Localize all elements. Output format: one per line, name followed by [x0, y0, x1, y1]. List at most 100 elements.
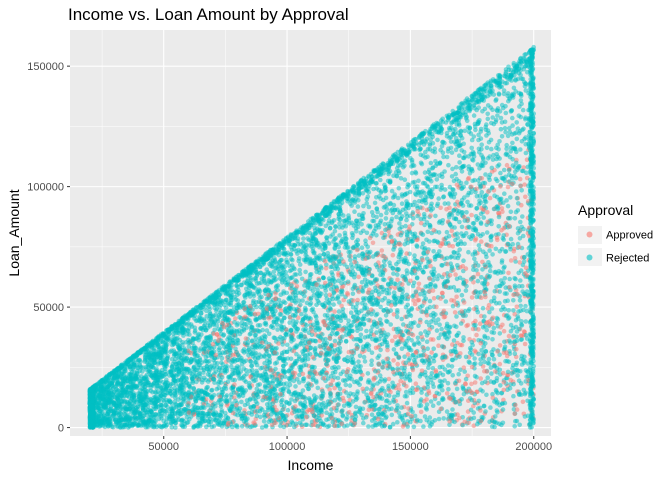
point-rejected [402, 163, 407, 169]
point-rejected [487, 248, 492, 253]
point-rejected [336, 381, 342, 387]
point-rejected [384, 210, 389, 216]
point-rejected [410, 409, 415, 415]
point-approved [438, 205, 443, 211]
point-rejected [347, 383, 353, 388]
point-rejected [415, 213, 420, 219]
point-rejected [350, 235, 355, 241]
point-rejected [359, 280, 365, 285]
point-rejected [285, 342, 290, 348]
point-rejected [510, 241, 515, 247]
point-rejected [259, 294, 264, 300]
point-rejected [428, 160, 434, 166]
point-rejected [321, 251, 327, 257]
point-rejected [463, 288, 469, 293]
point-rejected [499, 134, 505, 139]
point-approved [485, 210, 490, 215]
point-rejected [423, 155, 428, 160]
point-rejected [223, 297, 229, 303]
point-rejected [297, 267, 303, 273]
point-rejected [344, 390, 349, 395]
point-rejected [478, 211, 484, 217]
point-approved [515, 292, 520, 297]
point-rejected [426, 365, 431, 371]
point-rejected [333, 224, 338, 229]
point-approved [466, 420, 471, 426]
point-rejected [462, 241, 467, 247]
point-rejected [247, 380, 252, 386]
point-rejected [369, 358, 375, 364]
point-rejected [436, 401, 442, 406]
point-rejected [518, 114, 524, 120]
point-rejected [180, 340, 185, 345]
point-rejected [380, 277, 386, 282]
point-rejected [421, 424, 426, 429]
point-rejected [236, 287, 241, 293]
point-rejected [471, 113, 477, 118]
point-approved [395, 361, 401, 367]
point-rejected [457, 153, 462, 158]
point-rejected [347, 257, 353, 263]
point-rejected [341, 213, 346, 218]
point-approved [517, 260, 522, 265]
point-rejected [453, 237, 458, 243]
point-rejected [523, 88, 529, 93]
point-rejected [289, 419, 295, 424]
point-rejected [464, 210, 469, 215]
point-rejected [441, 154, 446, 160]
point-rejected [513, 78, 518, 83]
point-approved [413, 350, 419, 355]
point-approved [469, 295, 475, 300]
point-rejected [321, 275, 326, 281]
point-rejected [415, 335, 421, 341]
point-rejected [449, 266, 455, 271]
point-approved [508, 377, 513, 383]
point-approved [393, 334, 398, 340]
point-rejected [468, 190, 474, 195]
point-rejected [324, 262, 329, 268]
point-approved [514, 407, 520, 412]
point-rejected [508, 236, 514, 242]
point-rejected [435, 317, 441, 322]
point-rejected [454, 324, 459, 330]
point-rejected [365, 279, 371, 284]
point-rejected [440, 344, 445, 349]
point-rejected [439, 326, 444, 332]
point-rejected [326, 276, 332, 281]
point-rejected [369, 412, 375, 418]
point-rejected [473, 289, 479, 294]
point-rejected [361, 354, 367, 360]
point-rejected [204, 424, 209, 430]
point-rejected [493, 246, 499, 252]
point-rejected [419, 161, 425, 167]
point-approved [424, 397, 429, 402]
point-rejected [459, 397, 464, 402]
point-approved [392, 285, 398, 291]
point-rejected [488, 405, 493, 410]
point-rejected [352, 284, 357, 290]
point-rejected [491, 325, 497, 331]
point-rejected [477, 247, 483, 252]
point-approved [383, 255, 388, 260]
point-rejected [489, 306, 495, 311]
point-rejected [466, 129, 472, 134]
point-approved [493, 369, 498, 374]
point-approved [475, 271, 481, 277]
point-rejected [511, 85, 517, 91]
point-rejected [487, 172, 493, 178]
point-rejected [506, 98, 511, 104]
point-approved [331, 405, 337, 411]
point-rejected [342, 230, 348, 236]
point-rejected [421, 251, 427, 256]
point-rejected [387, 425, 393, 430]
point-rejected [523, 319, 529, 324]
point-rejected [478, 200, 483, 206]
point-approved [514, 304, 520, 310]
point-rejected [239, 399, 244, 405]
point-rejected [499, 307, 504, 313]
point-rejected [359, 222, 364, 227]
point-rejected [326, 326, 331, 331]
point-rejected [428, 374, 434, 380]
point-approved [478, 376, 484, 381]
point-rejected [404, 229, 410, 235]
